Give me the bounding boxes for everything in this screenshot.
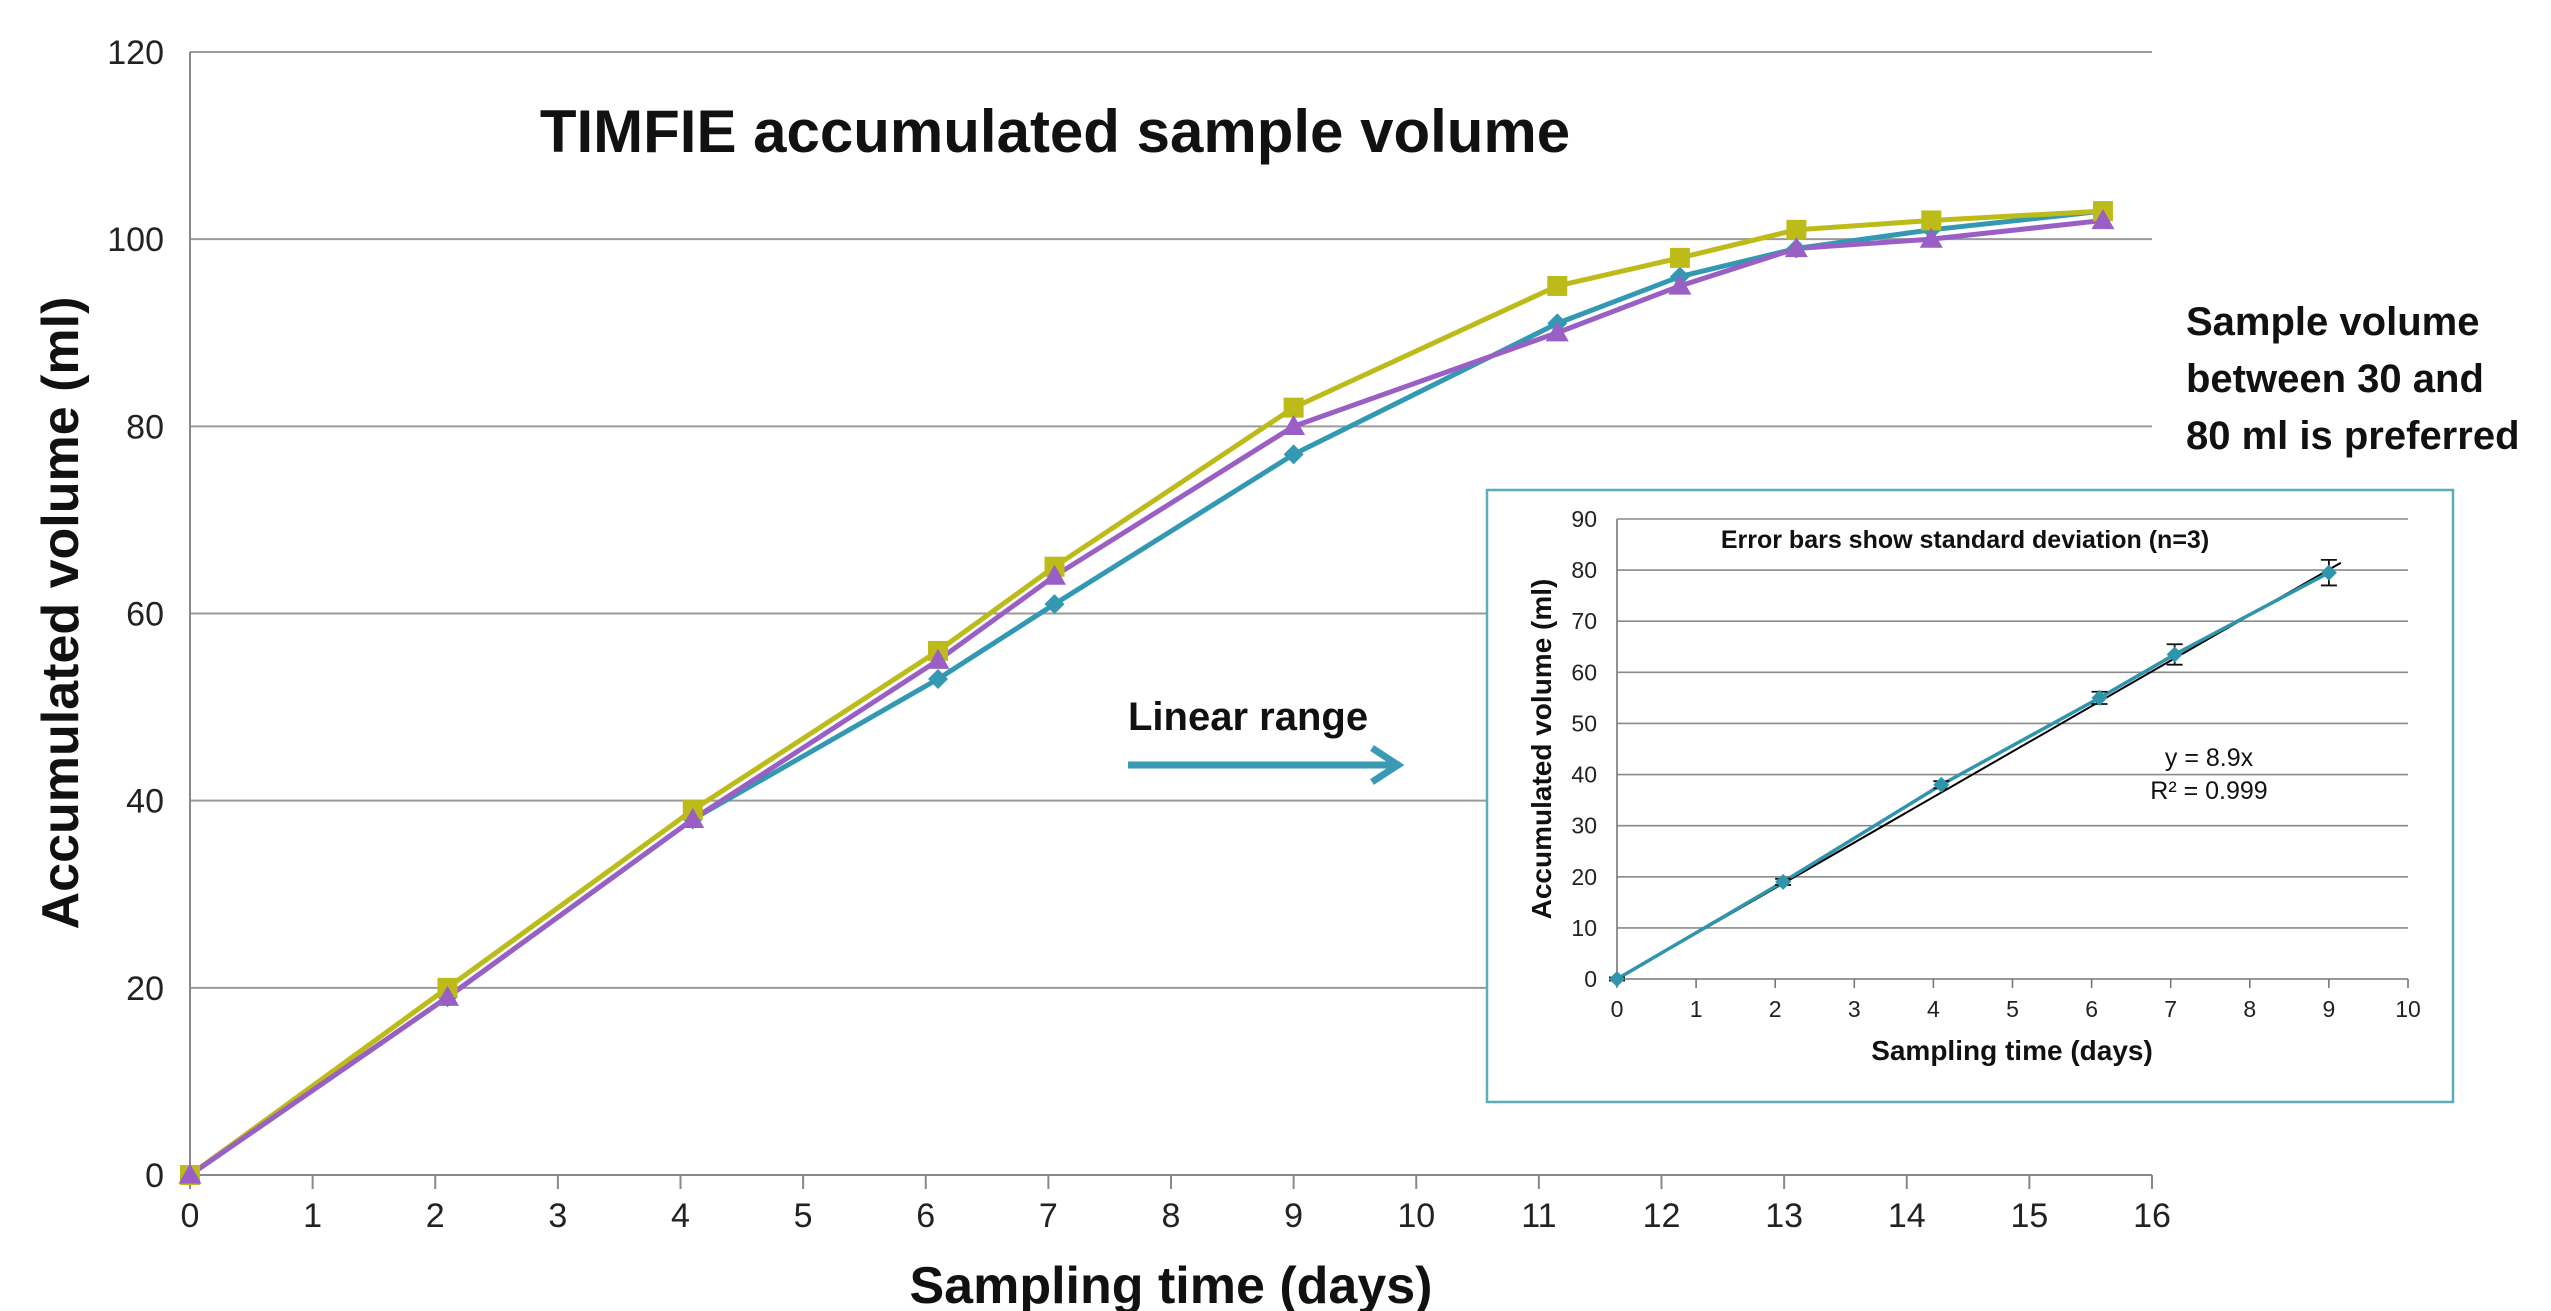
inset-x-tick-label: 9 (2323, 996, 2336, 1022)
inset-series-point (1933, 776, 1950, 793)
inset-series-point (2320, 564, 2337, 581)
y-tick-label: 0 (145, 1157, 164, 1195)
x-tick-label: 16 (2133, 1197, 2171, 1235)
inset-y-axis-title: Accumulated volume (ml) (1526, 579, 1557, 920)
inset-title: Error bars show standard deviation (n=3) (1721, 526, 2209, 554)
inset-y-tick-label: 90 (1571, 506, 1597, 532)
side-note-line: 80 ml is preferred (2186, 414, 2520, 458)
inset-x-tick-label: 10 (2395, 996, 2421, 1022)
x-axis-title: Sampling time (days) (910, 1257, 1433, 1311)
series-3-point (1784, 237, 1808, 258)
series-3-point (926, 648, 950, 669)
inset-y-tick-label: 10 (1571, 915, 1597, 941)
series-1-point (1044, 594, 1065, 615)
x-tick-label: 13 (1765, 1197, 1803, 1235)
arrow-label: Linear range (1128, 695, 1368, 739)
series-3-point (1282, 414, 1306, 435)
inset-x-tick-label: 8 (2243, 996, 2256, 1022)
x-tick-label: 15 (2010, 1197, 2048, 1235)
x-tick-label: 5 (794, 1197, 813, 1235)
inset-y-tick-label: 0 (1584, 966, 1597, 992)
x-tick-label: 2 (426, 1197, 445, 1235)
inset-y-tick-label: 40 (1571, 762, 1597, 788)
series-3-point (2091, 208, 2115, 230)
series-3-point (681, 807, 705, 829)
arrow-head (1370, 745, 1405, 785)
inset-x-axis-title: Sampling time (days) (1871, 1035, 2153, 1066)
x-tick-label: 3 (548, 1197, 567, 1235)
side-note-line: between 30 and (2186, 357, 2484, 401)
x-tick-label: 0 (181, 1197, 200, 1235)
x-tick-label: 7 (1039, 1197, 1058, 1235)
inset-y-tick-label: 60 (1571, 659, 1597, 685)
inset-x-tick-label: 2 (1769, 996, 1782, 1022)
inset-x-tick-label: 7 (2164, 996, 2177, 1022)
inset-x-tick-label: 4 (1927, 996, 1940, 1022)
trendline-label: R² = 0.999 (2150, 777, 2267, 805)
y-axis-title: Accumulated volume (ml) (32, 297, 90, 930)
side-note-line: Sample volume (2186, 300, 2479, 344)
series-3-point (1668, 274, 1692, 295)
series-3-point (1919, 227, 1943, 248)
inset-y-tick-label: 20 (1571, 864, 1597, 890)
x-tick-label: 8 (1162, 1197, 1181, 1235)
x-tick-label: 12 (1643, 1197, 1681, 1235)
series-2-point (1547, 275, 1568, 296)
inset-y-tick-label: 80 (1571, 557, 1597, 583)
series-3-point (178, 1163, 202, 1184)
inset-x-tick-label: 5 (2006, 996, 2019, 1022)
y-tick-label: 80 (126, 408, 164, 446)
y-tick-label: 60 (126, 596, 164, 634)
x-tick-label: 4 (671, 1197, 690, 1235)
x-tick-label: 10 (1397, 1197, 1435, 1235)
x-tick-label: 14 (1888, 1197, 1926, 1235)
series-3-point (1043, 564, 1067, 585)
inset-series-point (1775, 873, 1792, 890)
series-2-point (1669, 247, 1690, 268)
inset-y-tick-label: 30 (1571, 813, 1597, 839)
inset-y-tick-label: 50 (1571, 710, 1597, 736)
y-tick-label: 100 (107, 221, 164, 259)
series-2-point (1786, 219, 1807, 240)
inset-series-point (2166, 646, 2183, 663)
inset-x-tick-label: 0 (1611, 996, 1624, 1022)
y-tick-label: 120 (107, 34, 164, 72)
x-tick-label: 1 (303, 1197, 322, 1235)
inset-chart: 0 10 20 30 40 50 60 70 80 90 0 1 2 3 4 5 6 7 8 9 10 Sampling … (1485, 488, 2455, 1104)
chart-title: TIMFIE accumulated sample volume (540, 98, 1570, 165)
series-3-point (1545, 321, 1569, 342)
inset-x-tick-label: 1 (1690, 996, 1703, 1022)
series-2-point (1283, 397, 1304, 418)
series-2-point (1921, 210, 1942, 231)
x-tick-label: 9 (1284, 1197, 1303, 1235)
x-tick-label: 6 (916, 1197, 935, 1235)
inset-series-point (2091, 689, 2108, 706)
series-1-point (1283, 444, 1304, 465)
inset-series-line (1616, 571, 2330, 981)
trendline-label: y = 8.9x (2165, 744, 2254, 772)
inset-y-tick-label: 70 (1571, 608, 1597, 634)
series-1-point (928, 669, 949, 690)
inset-x-tick-label: 3 (1848, 996, 1861, 1022)
y-tick-label: 40 (126, 783, 164, 821)
inset-series-point (1609, 971, 1625, 987)
series-3-point (436, 985, 460, 1006)
x-tick-label: 11 (1521, 1197, 1556, 1235)
inset-x-tick-label: 6 (2085, 996, 2098, 1022)
y-tick-label: 20 (126, 970, 164, 1008)
